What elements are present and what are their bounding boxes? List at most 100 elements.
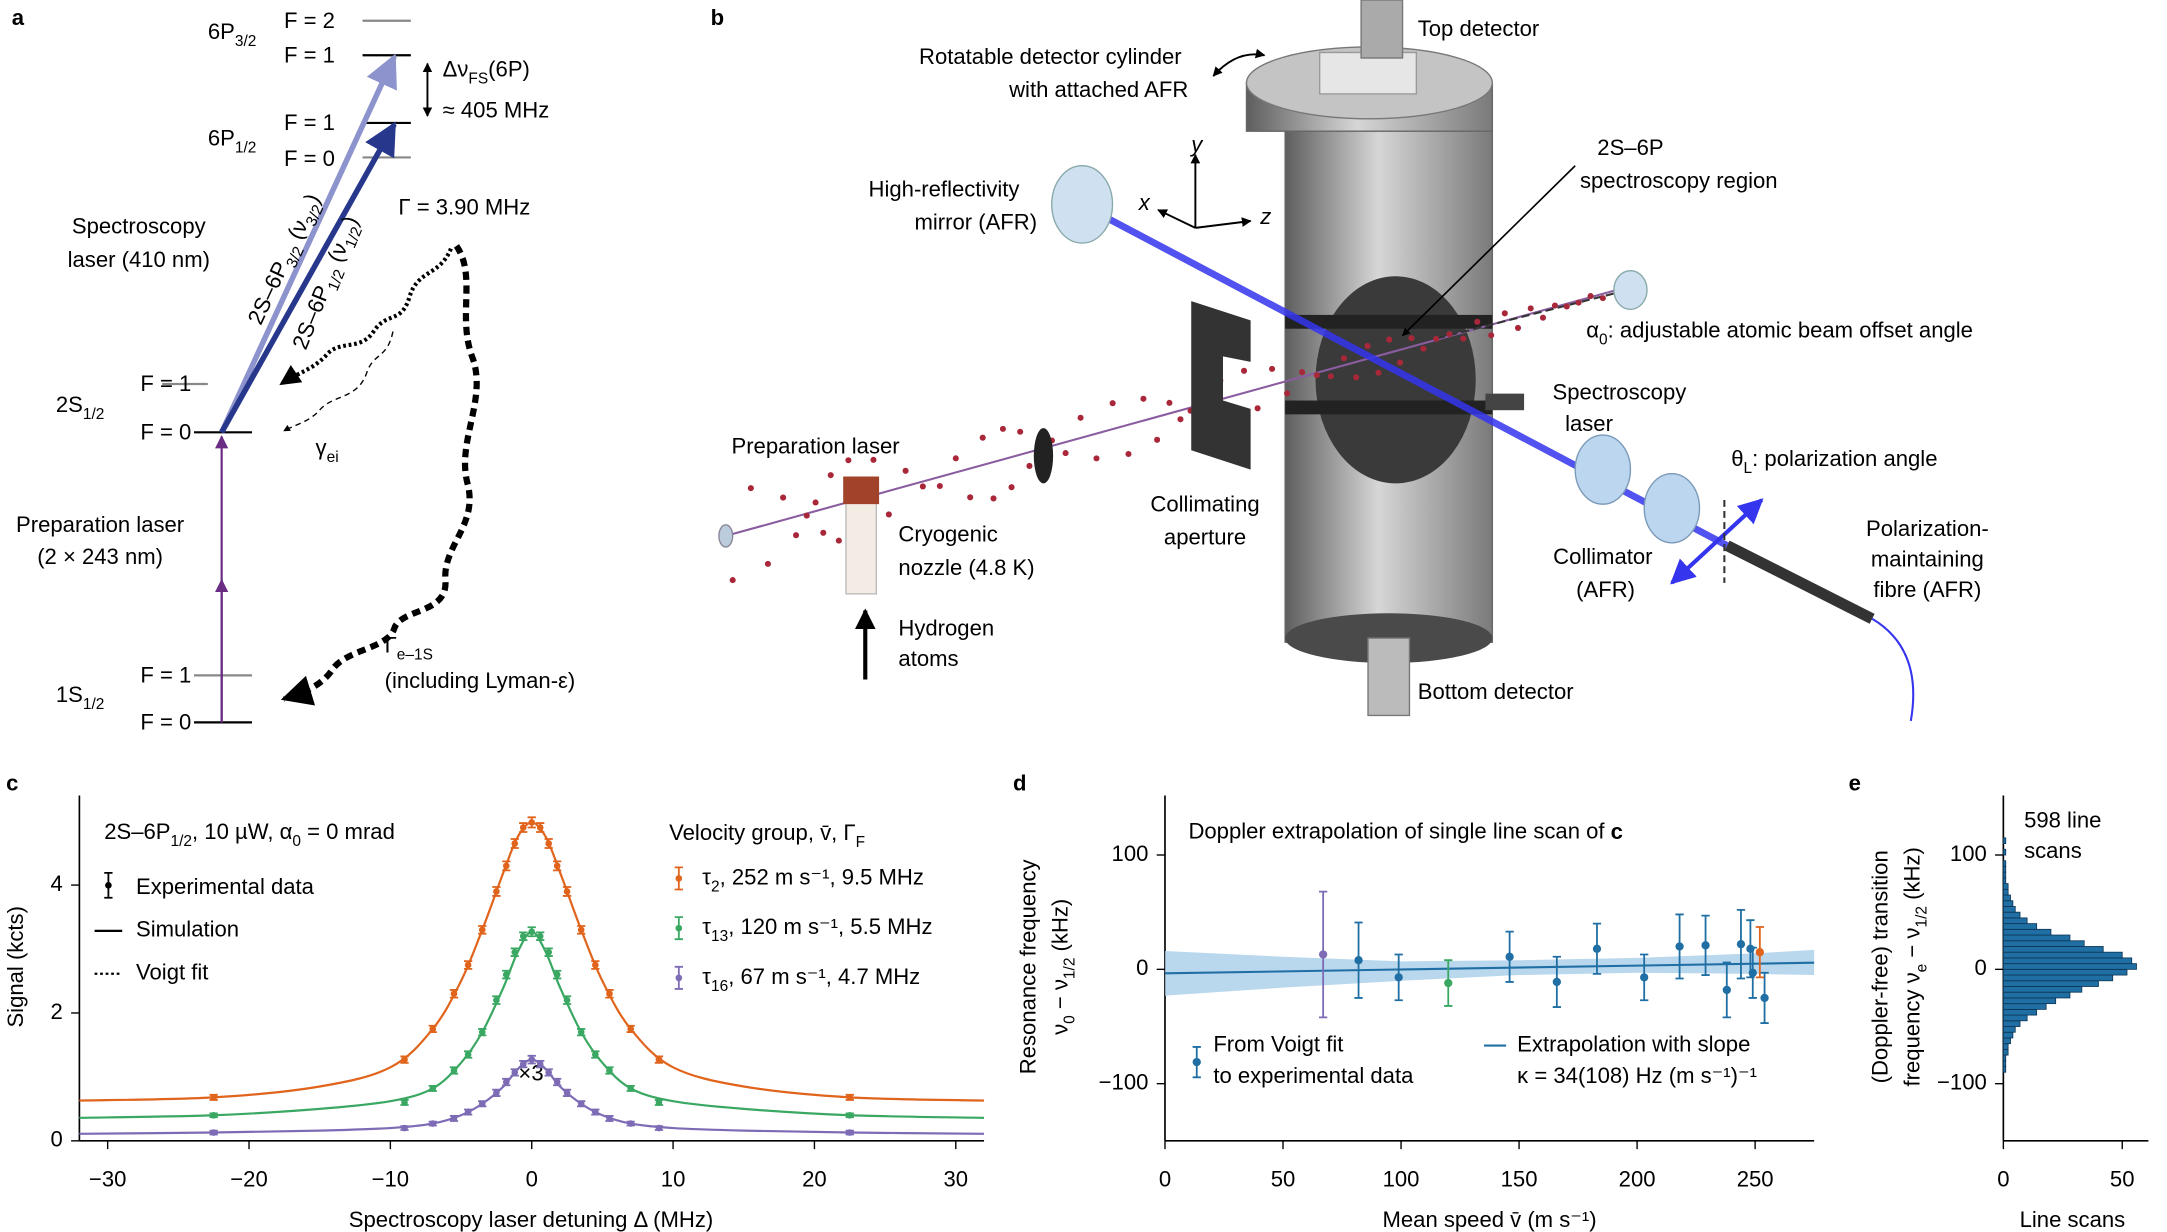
data-point — [655, 1099, 663, 1106]
y-axis-label: Resonance frequency — [1015, 859, 1040, 1074]
histogram-bar — [2002, 837, 2007, 844]
text-part: γ — [316, 435, 327, 460]
text-part: : adjustable atomic beam offset angle — [1608, 317, 1973, 342]
data-point — [655, 1056, 663, 1063]
data-point — [1552, 977, 1561, 987]
atom-dot — [803, 512, 810, 519]
subscript: F — [856, 834, 865, 851]
data-point — [1736, 940, 1746, 949]
label: High-reflectivity — [869, 176, 1020, 201]
histogram-bar — [2002, 1060, 2007, 1067]
atom-dot — [1408, 335, 1415, 342]
data-point — [1675, 942, 1684, 951]
histogram-bar — [2002, 866, 2007, 873]
text-part: α — [1586, 317, 1599, 342]
data-point — [545, 1069, 553, 1076]
text-part: τ — [702, 914, 711, 939]
atom-dot — [1353, 374, 1360, 381]
text-part: Velocity group, v̄, Γ — [669, 820, 855, 845]
x-tick-label: −20 — [230, 1167, 267, 1192]
data-point — [627, 1120, 634, 1127]
text-part: , 67 m s⁻¹, 4.7 MHz — [728, 964, 920, 989]
legend-label: τ2, 252 m s⁻¹, 9.5 MHz — [702, 864, 924, 895]
subscript: 0 — [1061, 1015, 1078, 1024]
legend-label: to experimental data — [1213, 1063, 1414, 1088]
atom-dot — [1474, 318, 1481, 325]
label: 2S–6P — [1597, 135, 1663, 160]
y-tick-label: −100 — [1937, 1070, 1987, 1095]
data-point — [511, 840, 519, 847]
data-point — [545, 840, 553, 847]
atom-dot — [1154, 436, 1161, 443]
label: fibre (AFR) — [1873, 577, 1981, 602]
histogram-bar — [2002, 900, 2014, 907]
atom-dot — [902, 467, 909, 474]
atom-dot — [1062, 450, 1069, 457]
atom-dot — [820, 529, 827, 536]
label: 6P3/2 — [208, 19, 257, 50]
label: θL: polarization angle — [1731, 446, 1937, 477]
subscript: 2 — [711, 878, 720, 895]
x-tick-label: 200 — [1619, 1167, 1656, 1192]
atom-dot — [845, 457, 852, 464]
x-axis-label: Line scans — [2020, 1207, 2126, 1232]
atom-dot — [870, 456, 877, 463]
x-tick-label: −30 — [89, 1167, 126, 1192]
apparatus — [718, 0, 1915, 722]
legend-symbol — [105, 882, 112, 889]
legend-label: Simulation — [136, 917, 239, 942]
data-point — [536, 1060, 544, 1068]
data-point — [1394, 973, 1403, 982]
y-axis-label: frequency νe − ν1/2 (kHz) — [1899, 847, 1930, 1086]
atom-dot — [1446, 331, 1453, 338]
confidence-band — [1164, 949, 1815, 996]
atom-dot — [1077, 414, 1084, 421]
energy-levels — [162, 19, 480, 724]
histogram-bar — [2002, 980, 2099, 987]
data-point — [450, 990, 458, 998]
data-point — [1444, 978, 1453, 988]
data-point — [493, 888, 500, 895]
label: F = 1 — [140, 663, 191, 688]
atom-dot — [793, 532, 800, 539]
label: Hydrogen — [898, 616, 994, 641]
atom-dot — [979, 434, 986, 441]
label: (including Lyman-ε) — [385, 668, 576, 693]
histogram-bar — [2002, 1026, 2016, 1033]
x-axis-label: Spectroscopy laser detuning Δ (MHz) — [349, 1207, 713, 1232]
label: Collimator — [1553, 544, 1652, 569]
x-tick-label: −10 — [372, 1167, 409, 1192]
y-tick-label: 100 — [1950, 841, 1987, 866]
x-axis-label: Mean speed v̄ (m s⁻¹) — [1383, 1207, 1597, 1232]
data-point — [502, 862, 510, 870]
data-point — [577, 1028, 585, 1036]
subscript: 3/2 — [235, 33, 256, 50]
text-part: 2S–6P — [287, 282, 335, 353]
label: F = 1 — [284, 110, 335, 135]
text-part: 6P — [208, 19, 235, 44]
label: F = 1 — [140, 371, 191, 396]
data-point — [1319, 950, 1328, 959]
atom-dot — [764, 560, 771, 567]
y-axis-label: (Doppler-free) transition — [1868, 850, 1893, 1083]
atom-dot — [1501, 310, 1508, 317]
data-point — [519, 824, 527, 831]
histogram-bar — [2002, 997, 2057, 1005]
histogram-bar — [2002, 1008, 2038, 1016]
data-point — [592, 961, 599, 969]
data-point — [493, 996, 500, 1004]
subscript: 1/2 — [1061, 958, 1078, 979]
y-tick-label: −100 — [1099, 1070, 1149, 1095]
data-point — [577, 1100, 585, 1108]
data-point — [519, 932, 527, 940]
atom-dot — [1299, 369, 1306, 376]
data-point — [429, 1025, 437, 1033]
atom-dot — [1488, 332, 1495, 339]
atom-dot — [835, 537, 842, 544]
label: Collimating — [1150, 491, 1259, 516]
label: 1S1/2 — [56, 682, 105, 713]
atom-dot — [1140, 395, 1147, 402]
legend-symbol — [675, 924, 683, 932]
chart-title-ref: c — [1611, 819, 1623, 844]
